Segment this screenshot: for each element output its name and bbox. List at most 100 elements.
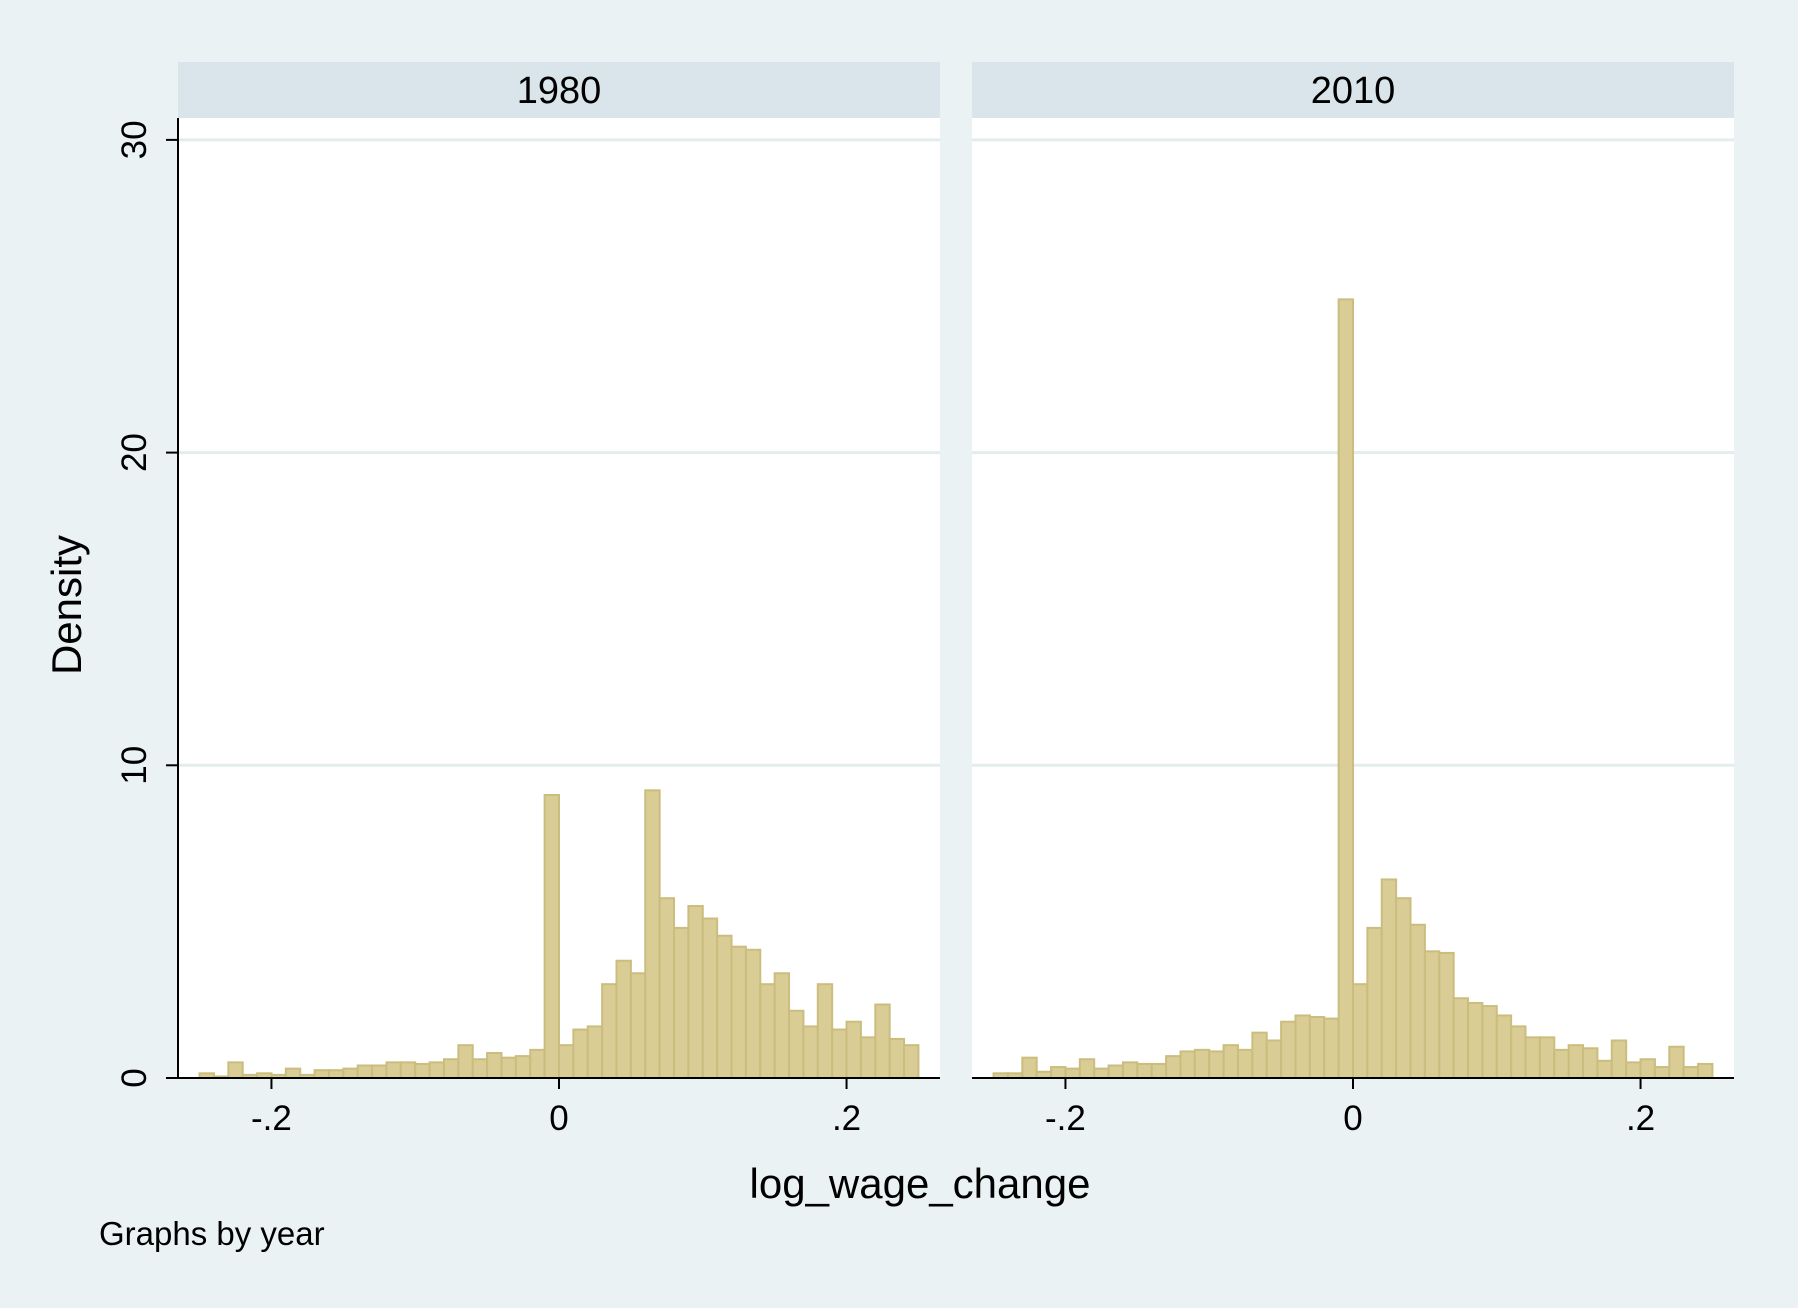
- histogram-bar: [1582, 1047, 1599, 1080]
- panel-strip: [972, 62, 1734, 118]
- graph-note: Graphs by year: [99, 1215, 325, 1252]
- histogram-bar: [903, 1044, 920, 1080]
- histogram-bar: [1668, 1045, 1685, 1079]
- histogram-bar: [1697, 1062, 1714, 1080]
- histogram-bar: [414, 1062, 431, 1080]
- y-axis: 0 10 20 30: [115, 118, 179, 1088]
- y-tick-label: 10: [115, 746, 154, 785]
- histogram-bar: [1395, 897, 1412, 1079]
- y-tick-label: 20: [115, 433, 154, 472]
- histogram-bar: [428, 1061, 445, 1080]
- histogram-bar: [1251, 1031, 1268, 1079]
- histogram-bar: [1452, 997, 1470, 1079]
- x-tick-label: -.2: [251, 1099, 292, 1138]
- histogram-bar: [845, 1020, 862, 1080]
- histogram-bar: [601, 983, 618, 1079]
- histogram-bar: [543, 794, 560, 1079]
- histogram-bar: [658, 897, 676, 1079]
- histogram-bar: [673, 926, 690, 1079]
- histogram-bar: [874, 1003, 891, 1079]
- histogram-bar: [888, 1037, 906, 1080]
- histogram-bar: [1236, 1048, 1254, 1080]
- histogram-bar: [1553, 1048, 1570, 1080]
- histogram-bar: [1639, 1058, 1656, 1080]
- histogram-bar: [1308, 1016, 1326, 1080]
- bars-1980: [198, 789, 920, 1080]
- histogram-bar: [1107, 1064, 1124, 1079]
- x-tick-label: 0: [549, 1099, 568, 1138]
- histogram-bar: [327, 1069, 345, 1079]
- histogram-bar: [572, 1028, 589, 1079]
- histogram-bar: [644, 789, 661, 1079]
- x-tick-label: .2: [1626, 1099, 1655, 1138]
- histogram-bar: [802, 1025, 819, 1080]
- histogram-bar: [1064, 1067, 1081, 1080]
- histogram-bar: [1021, 1056, 1038, 1080]
- histogram-bar: [773, 972, 791, 1080]
- histogram-bar: [1150, 1062, 1168, 1080]
- histogram-bar: [1682, 1066, 1700, 1080]
- histogram-bar: [457, 1044, 474, 1080]
- x-tick-label: .2: [832, 1099, 861, 1138]
- histogram-bar: [1121, 1061, 1139, 1080]
- histogram-bar: [1093, 1067, 1110, 1080]
- histogram-bar: [1596, 1059, 1613, 1079]
- histogram-bar: [1567, 1044, 1585, 1080]
- histogram-bar: [471, 1058, 489, 1080]
- histogram-bar: [629, 972, 647, 1080]
- histogram-bar: [859, 1036, 877, 1079]
- histogram-bar: [1222, 1044, 1239, 1080]
- histogram-bar: [1050, 1066, 1067, 1080]
- histogram-bar: [701, 917, 719, 1079]
- histogram-bar: [356, 1064, 374, 1079]
- histogram-bar: [1193, 1048, 1211, 1080]
- histogram-bar: [1265, 1039, 1283, 1080]
- histogram-bar: [227, 1061, 244, 1080]
- histogram-bar: [1467, 1001, 1484, 1079]
- panel-title: 2010: [1311, 70, 1396, 112]
- histogram-bar: [313, 1069, 330, 1079]
- histogram-bar: [1481, 1005, 1498, 1080]
- histogram-bar: [371, 1064, 388, 1079]
- histogram-bar: [342, 1067, 359, 1080]
- histogram-bar: [1165, 1055, 1182, 1079]
- histogram-bar: [385, 1061, 402, 1080]
- x-axis-title: log_wage_change: [750, 1160, 1091, 1207]
- y-axis-title: Density: [43, 535, 90, 675]
- histogram-bar: [399, 1061, 417, 1080]
- histogram-bar: [1380, 878, 1398, 1079]
- histogram-bar: [759, 983, 776, 1079]
- panel-strip: [178, 62, 940, 118]
- panel-1980: 1980 -.2 0 .2: [178, 62, 940, 1138]
- histogram-bar: [1136, 1062, 1153, 1080]
- histogram-bar: [687, 905, 704, 1079]
- histogram-bar: [730, 945, 747, 1079]
- histogram-bar: [442, 1058, 460, 1080]
- histogram-bar: [284, 1067, 302, 1080]
- panel-title: 1980: [517, 70, 602, 112]
- histogram-bar: [514, 1055, 532, 1079]
- histogram-bar: [1352, 983, 1369, 1079]
- x-tick-label: 0: [1343, 1099, 1362, 1138]
- histogram-bar: [1294, 1014, 1311, 1080]
- histogram-bar: [1323, 1017, 1340, 1079]
- histogram-bar: [1409, 923, 1426, 1080]
- histogram-bar: [1495, 1014, 1513, 1080]
- histogram-bar: [1610, 1039, 1628, 1080]
- histogram-bar: [1208, 1050, 1225, 1079]
- histogram-bar: [1280, 1020, 1297, 1080]
- histogram-bar: [586, 1025, 604, 1080]
- histogram-bar: [1538, 1036, 1556, 1079]
- y-tick-label: 0: [115, 1068, 154, 1087]
- histogram-bar: [1524, 1036, 1541, 1079]
- histogram-bar: [816, 983, 834, 1079]
- histogram-bar: [831, 1028, 848, 1079]
- histogram-bar: [716, 934, 733, 1079]
- x-tick-label: -.2: [1045, 1099, 1086, 1138]
- histogram-bar: [1653, 1066, 1671, 1080]
- y-tick-label: 30: [115, 120, 154, 159]
- panel-2010: 2010 -.2 0 .2: [972, 62, 1734, 1138]
- histogram-bar: [500, 1056, 517, 1080]
